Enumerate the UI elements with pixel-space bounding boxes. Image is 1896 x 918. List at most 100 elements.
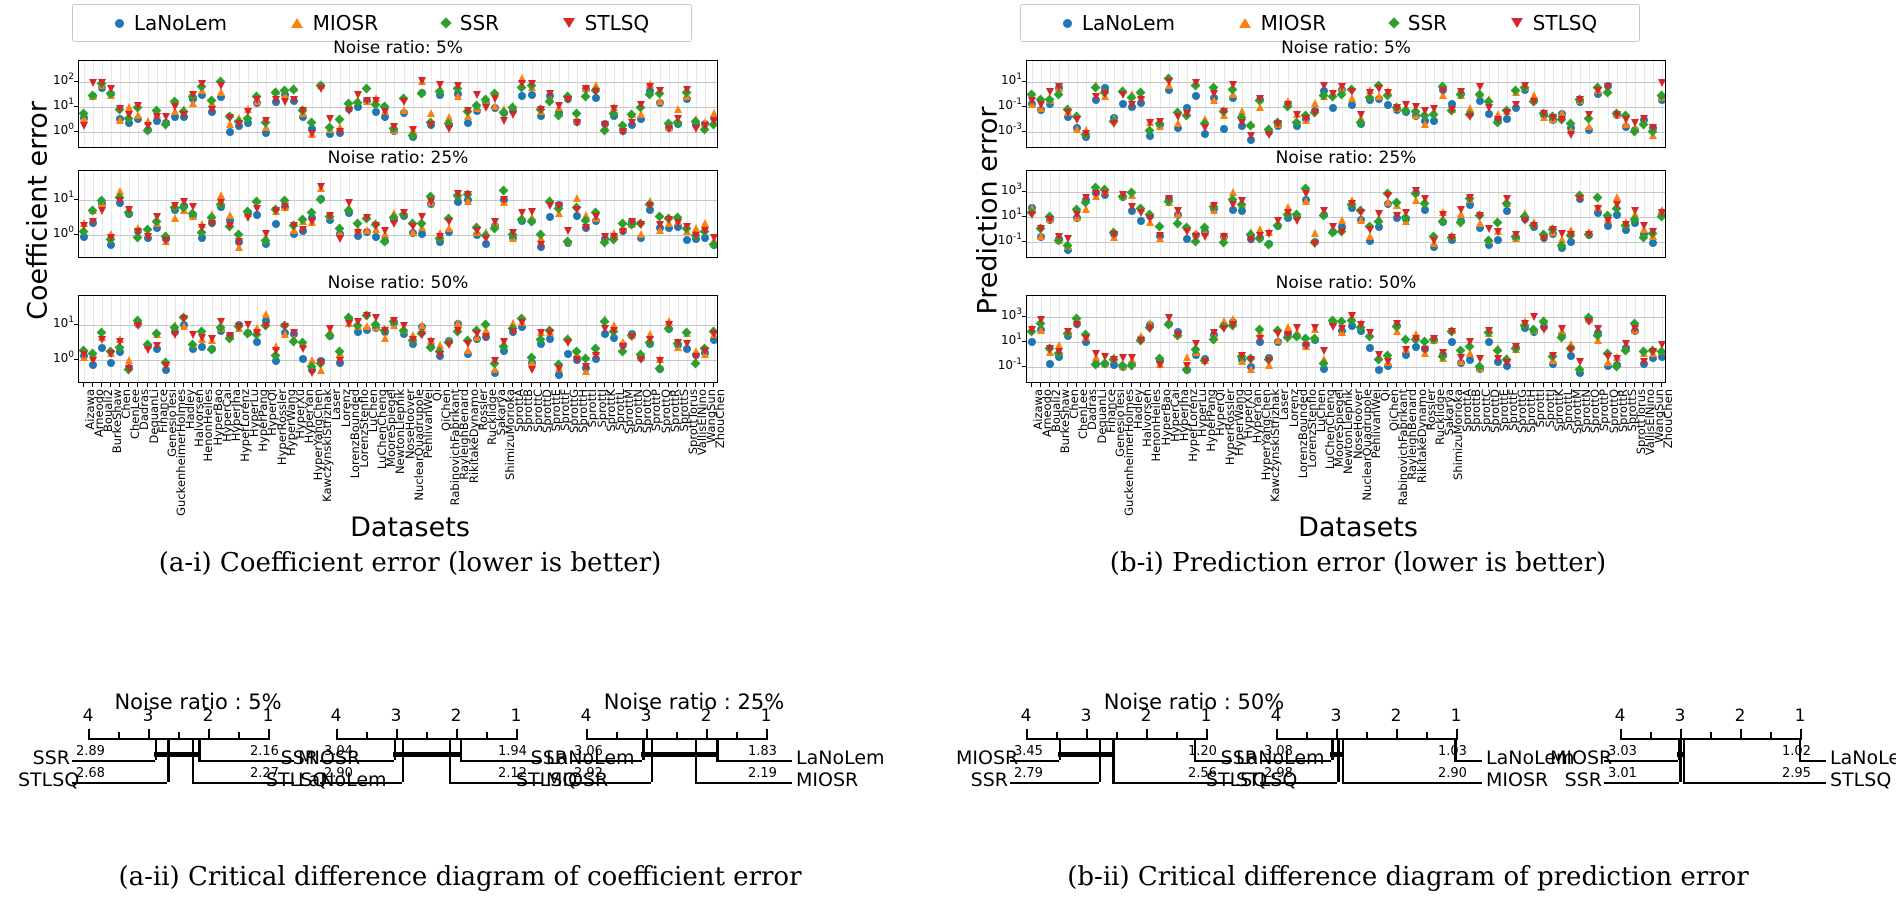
cd-method-name: MIOSR xyxy=(298,747,361,769)
data-point-lanolem xyxy=(189,344,198,353)
x-tick-mark xyxy=(174,383,175,387)
data-point-stlsq xyxy=(454,81,463,90)
x-tick-mark xyxy=(402,383,404,387)
data-point-stlsq xyxy=(1064,327,1073,336)
data-point-stlsq xyxy=(152,342,161,351)
gridline-vertical-minor xyxy=(1443,296,1444,382)
data-point-miosr xyxy=(1274,335,1283,344)
y-tick-mark xyxy=(74,324,78,326)
data-point-stlsq xyxy=(1439,210,1447,219)
data-point-stlsq xyxy=(1146,324,1155,333)
cd-tick-major xyxy=(586,729,589,740)
legend-prediction: LaNoLem MIOSR SSR STLSQ xyxy=(1020,4,1640,42)
gridline-vertical-minor xyxy=(321,61,323,147)
x-tick-mark xyxy=(1634,383,1635,387)
x-tick-mark xyxy=(713,383,715,387)
data-point-stlsq xyxy=(1091,350,1100,359)
cd-rank-value: 2.19 xyxy=(748,766,777,781)
gridline-vertical-minor xyxy=(1635,61,1636,147)
data-point-stlsq xyxy=(591,87,600,96)
data-point-miosr xyxy=(417,320,426,329)
data-point-lanolem xyxy=(1045,360,1054,369)
x-tick-mark xyxy=(1085,383,1087,387)
gridline-vertical-minor xyxy=(239,296,240,382)
cd-tick-major xyxy=(1146,729,1149,740)
cd-method-name: SSR xyxy=(530,747,568,769)
gridline-vertical-minor xyxy=(1214,171,1216,257)
data-point-miosr xyxy=(609,228,618,237)
cd-tick-label: 1 xyxy=(1200,706,1212,726)
x-tick-mark xyxy=(1606,383,1608,387)
gridline-vertical-minor xyxy=(1561,61,1563,147)
data-point-stlsq xyxy=(1530,313,1539,322)
gridline-vertical-minor xyxy=(376,296,378,382)
subplot-axes-2 xyxy=(1026,295,1666,383)
data-point-lanolem xyxy=(1612,211,1621,219)
x-tick-mark xyxy=(384,383,386,387)
data-point-lanolem xyxy=(445,228,454,237)
data-point-miosr xyxy=(1356,216,1365,225)
data-point-stlsq xyxy=(372,97,381,105)
gridline-vertical-minor xyxy=(376,171,378,257)
gridline-vertical-minor xyxy=(1342,61,1344,147)
x-tick-mark xyxy=(1414,383,1416,387)
data-point-stlsq xyxy=(116,196,125,205)
x-tick-mark xyxy=(1560,383,1562,387)
cd-stem xyxy=(694,738,697,782)
data-point-stlsq xyxy=(1493,115,1502,124)
data-point-stlsq xyxy=(1585,317,1594,326)
data-point-stlsq xyxy=(1521,319,1530,328)
gridline-vertical-minor xyxy=(266,61,268,147)
data-point-miosr xyxy=(1311,228,1319,237)
x-tick-mark xyxy=(503,383,505,387)
gridline-vertical-minor xyxy=(339,61,341,147)
data-point-stlsq xyxy=(317,358,326,367)
data-point-stlsq xyxy=(235,119,243,128)
data-point-stlsq xyxy=(225,222,234,231)
x-tick-mark xyxy=(1149,383,1151,387)
x-tick-mark xyxy=(128,383,130,387)
cd-rank-value: 3.04 xyxy=(324,744,353,759)
gridline-vertical-minor xyxy=(367,296,368,382)
data-point-stlsq xyxy=(1603,352,1612,361)
data-point-miosr xyxy=(1183,352,1191,361)
data-point-stlsq xyxy=(472,227,481,236)
data-point-stlsq xyxy=(491,356,499,365)
cd-tick-label: 1 xyxy=(262,706,274,726)
data-point-miosr xyxy=(518,73,527,82)
y-tick-label: 101 xyxy=(1000,206,1022,222)
data-point-stlsq xyxy=(692,231,701,240)
cd-tick-major xyxy=(268,729,271,740)
x-tick-labels: Aizawa Arneodo Bouali2 BurkeShaw Chen ChenLee… xyxy=(78,387,728,517)
cd-tick-major xyxy=(1800,729,1803,740)
gridline-vertical-minor xyxy=(613,171,615,257)
data-point-stlsq xyxy=(1338,228,1347,237)
data-point-stlsq xyxy=(381,227,390,236)
data-point-stlsq xyxy=(1576,358,1585,366)
data-point-stlsq xyxy=(1493,228,1502,236)
data-point-stlsq xyxy=(1539,326,1548,335)
gridline-vertical-minor xyxy=(312,61,314,147)
data-point-miosr xyxy=(655,225,664,234)
cd-tick-minor xyxy=(1366,732,1369,740)
cd-stem xyxy=(1337,738,1340,782)
data-point-stlsq xyxy=(481,333,490,342)
gridline-vertical-minor xyxy=(522,296,524,382)
gridline-vertical-minor xyxy=(111,296,112,382)
y-tick-label: 103 xyxy=(1000,182,1022,198)
data-point-stlsq xyxy=(646,202,655,211)
data-point-stlsq xyxy=(97,78,106,87)
data-point-stlsq xyxy=(1192,340,1201,349)
data-point-stlsq xyxy=(88,357,97,366)
data-point-stlsq xyxy=(1036,316,1045,325)
data-point-stlsq xyxy=(1612,111,1621,120)
x-tick-mark xyxy=(576,383,578,387)
data-point-stlsq xyxy=(463,106,472,115)
x-tick-mark xyxy=(1432,383,1434,387)
cd-rank-value: 1.03 xyxy=(1438,744,1467,759)
cd-clique-bar xyxy=(1677,752,1685,757)
data-point-lanolem xyxy=(372,232,381,241)
x-tick-mark xyxy=(585,383,587,387)
cd-stem xyxy=(1194,738,1197,760)
x-tick-mark xyxy=(302,383,303,387)
